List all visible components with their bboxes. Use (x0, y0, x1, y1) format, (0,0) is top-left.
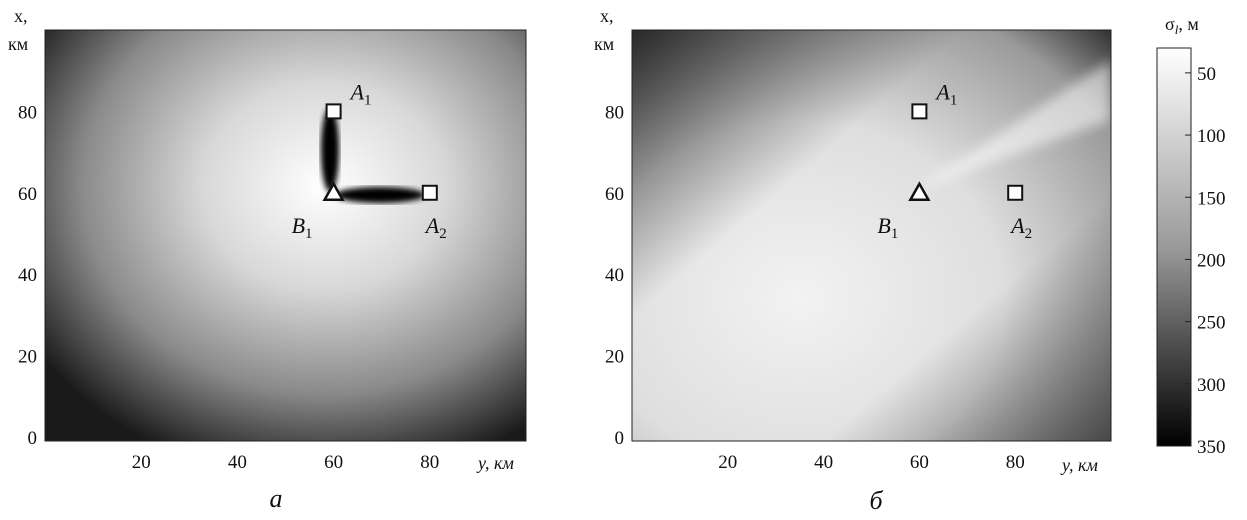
colorbar-title: σl, м (1165, 14, 1199, 37)
panel-b: 20 40 60 80 80 60 40 20 0 A1 A2 B1 x, км y, км б (594, 6, 1112, 515)
station-marker-b1-b (908, 181, 931, 202)
y-axis-label-a-line2: км (8, 34, 28, 54)
x-tick-b-60: 60 (910, 452, 929, 473)
colorbar-tick-50: 50 (1197, 64, 1216, 85)
y-tick-a-40: 40 (18, 265, 37, 286)
station-label-a2-b: A2 (1009, 213, 1032, 242)
x-axis-label-b: y, км (1060, 455, 1098, 475)
panel-caption-a: а (270, 484, 283, 513)
plot-frame-a (44, 29, 527, 442)
colorbar-tick-350: 350 (1197, 437, 1226, 458)
y-tick-a-80: 80 (18, 102, 37, 123)
y-tick-a-20: 20 (18, 347, 37, 368)
station-label-a2-a: A2 (424, 213, 447, 242)
panel-caption-b: б (869, 486, 883, 515)
heatmap-a (45, 30, 526, 441)
station-marker-b1-a (322, 181, 345, 202)
y-tick-a-60: 60 (18, 184, 37, 205)
colorbar-tick-250: 250 (1197, 313, 1226, 334)
x-tick-b-80: 80 (1006, 452, 1025, 473)
x-tick-a-80: 80 (420, 452, 439, 473)
colorbar: σl, м 50 100 150 200 250 300 350 (1156, 14, 1226, 458)
colorbar-gradient (1156, 47, 1192, 447)
station-marker-a2-b (1007, 184, 1024, 201)
panel-a: 20 40 60 80 80 60 40 20 0 A1 A2 B1 x, км y, км а (8, 6, 527, 513)
x-tick-b-40: 40 (814, 452, 833, 473)
colorbar-tick-300: 300 (1197, 375, 1226, 396)
station-marker-a1-b (911, 103, 928, 120)
station-label-b1-a: B1 (292, 213, 313, 242)
y-tick-b-80: 80 (605, 102, 624, 123)
station-marker-a2-a (421, 184, 438, 201)
heatmap-b (632, 30, 1111, 441)
x-tick-a-40: 40 (228, 452, 247, 473)
colorbar-tick-200: 200 (1197, 250, 1226, 271)
x-tick-b-20: 20 (718, 452, 737, 473)
plot-frame-b (631, 29, 1112, 442)
y-axis-label-a-line1: x, (14, 6, 28, 26)
y-axis-label-b-line1: x, (600, 6, 614, 26)
y-tick-b-60: 60 (605, 184, 624, 205)
y-tick-b-20: 20 (605, 347, 624, 368)
x-tick-a-20: 20 (132, 452, 151, 473)
station-label-b1-b: B1 (877, 213, 898, 242)
y-tick-a-0: 0 (28, 428, 38, 449)
y-tick-b-40: 40 (605, 265, 624, 286)
station-label-a1-b: A1 (934, 79, 957, 108)
x-tick-a-60: 60 (324, 452, 343, 473)
colorbar-tick-150: 150 (1197, 188, 1226, 209)
x-axis-label-a: y, км (476, 453, 514, 473)
y-tick-b-0: 0 (615, 428, 625, 449)
station-marker-a1-a (325, 103, 342, 120)
colorbar-tick-100: 100 (1197, 126, 1226, 147)
station-label-a1-a: A1 (349, 79, 372, 108)
y-axis-label-b-line2: км (594, 34, 614, 54)
